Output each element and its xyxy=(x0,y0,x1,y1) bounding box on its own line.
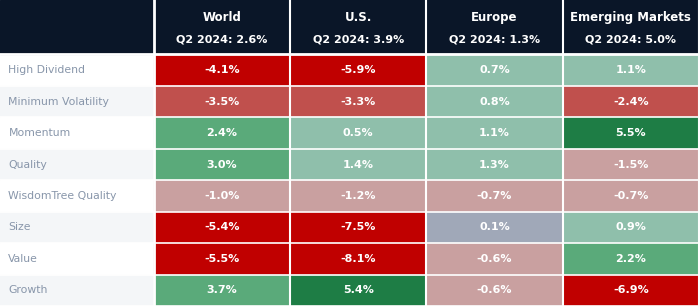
Text: 3.0%: 3.0% xyxy=(207,159,237,170)
Text: -5.5%: -5.5% xyxy=(204,254,240,264)
Text: -5.4%: -5.4% xyxy=(204,222,240,232)
Text: Growth: Growth xyxy=(8,285,48,295)
Bar xyxy=(0,0,154,54)
Bar xyxy=(154,86,290,117)
Bar xyxy=(426,274,563,306)
Bar xyxy=(426,212,563,243)
Text: Q2 2024: 1.3%: Q2 2024: 1.3% xyxy=(449,34,540,44)
Bar xyxy=(563,243,699,274)
Text: 0.1%: 0.1% xyxy=(480,222,510,232)
Bar xyxy=(290,117,426,149)
Text: Europe: Europe xyxy=(471,11,518,24)
Text: -5.9%: -5.9% xyxy=(340,65,376,75)
Text: Minimum Volatility: Minimum Volatility xyxy=(8,97,109,106)
Text: 1.1%: 1.1% xyxy=(615,65,647,75)
Text: U.S.: U.S. xyxy=(345,11,372,24)
Bar xyxy=(563,180,699,212)
Bar xyxy=(563,212,699,243)
Bar xyxy=(426,149,563,180)
Bar xyxy=(0,212,154,243)
Text: 2.4%: 2.4% xyxy=(206,128,238,138)
Text: High Dividend: High Dividend xyxy=(8,65,85,75)
Text: -1.0%: -1.0% xyxy=(204,191,240,201)
Text: Q2 2024: 5.0%: Q2 2024: 5.0% xyxy=(585,34,677,44)
Text: Quality: Quality xyxy=(8,159,47,170)
Bar xyxy=(154,0,290,54)
Bar xyxy=(154,274,290,306)
Bar xyxy=(154,180,290,212)
Bar xyxy=(426,243,563,274)
Text: 3.7%: 3.7% xyxy=(207,285,237,295)
Text: Value: Value xyxy=(8,254,38,264)
Text: -2.4%: -2.4% xyxy=(613,97,649,106)
Bar xyxy=(0,54,154,86)
Bar xyxy=(426,180,563,212)
Bar xyxy=(426,86,563,117)
Bar xyxy=(563,117,699,149)
Bar xyxy=(0,149,154,180)
Bar xyxy=(0,86,154,117)
Text: Q2 2024: 3.9%: Q2 2024: 3.9% xyxy=(312,34,404,44)
Text: Q2 2024: 2.6%: Q2 2024: 2.6% xyxy=(176,34,268,44)
Bar xyxy=(563,274,699,306)
Text: -7.5%: -7.5% xyxy=(340,222,376,232)
Text: -3.5%: -3.5% xyxy=(204,97,240,106)
Bar xyxy=(563,86,699,117)
Bar xyxy=(154,149,290,180)
Text: 0.5%: 0.5% xyxy=(343,128,373,138)
Text: -0.6%: -0.6% xyxy=(477,254,512,264)
Text: -1.5%: -1.5% xyxy=(613,159,649,170)
Bar xyxy=(154,117,290,149)
Text: WisdomTree Quality: WisdomTree Quality xyxy=(8,191,117,201)
Text: -4.1%: -4.1% xyxy=(204,65,240,75)
Bar xyxy=(154,243,290,274)
Bar xyxy=(290,54,426,86)
Bar xyxy=(154,54,290,86)
Bar xyxy=(0,117,154,149)
Text: 5.4%: 5.4% xyxy=(343,285,374,295)
Text: World: World xyxy=(203,11,241,24)
Bar xyxy=(563,54,699,86)
Bar xyxy=(0,180,154,212)
Text: -3.3%: -3.3% xyxy=(340,97,376,106)
Bar xyxy=(290,0,426,54)
Text: 1.4%: 1.4% xyxy=(343,159,374,170)
Bar xyxy=(0,274,154,306)
Text: -6.9%: -6.9% xyxy=(613,285,649,295)
Text: 5.5%: 5.5% xyxy=(616,128,646,138)
Bar xyxy=(0,243,154,274)
Text: -1.2%: -1.2% xyxy=(340,191,376,201)
Bar xyxy=(563,149,699,180)
Bar xyxy=(290,149,426,180)
Text: 2.2%: 2.2% xyxy=(615,254,647,264)
Text: 1.3%: 1.3% xyxy=(480,159,510,170)
Text: -0.7%: -0.7% xyxy=(477,191,512,201)
Text: 0.7%: 0.7% xyxy=(480,65,510,75)
Text: Size: Size xyxy=(8,222,31,232)
Text: -0.7%: -0.7% xyxy=(613,191,649,201)
Bar xyxy=(290,243,426,274)
Bar xyxy=(290,274,426,306)
Bar xyxy=(426,117,563,149)
Bar xyxy=(290,212,426,243)
Bar xyxy=(290,86,426,117)
Text: 0.8%: 0.8% xyxy=(480,97,510,106)
Text: Emerging Markets: Emerging Markets xyxy=(570,11,691,24)
Bar xyxy=(563,0,699,54)
Text: Momentum: Momentum xyxy=(8,128,71,138)
Bar xyxy=(154,212,290,243)
Text: 0.9%: 0.9% xyxy=(615,222,647,232)
Bar xyxy=(290,180,426,212)
Text: 1.1%: 1.1% xyxy=(479,128,510,138)
Text: -0.6%: -0.6% xyxy=(477,285,512,295)
Bar xyxy=(426,54,563,86)
Bar xyxy=(426,0,563,54)
Text: -8.1%: -8.1% xyxy=(340,254,376,264)
